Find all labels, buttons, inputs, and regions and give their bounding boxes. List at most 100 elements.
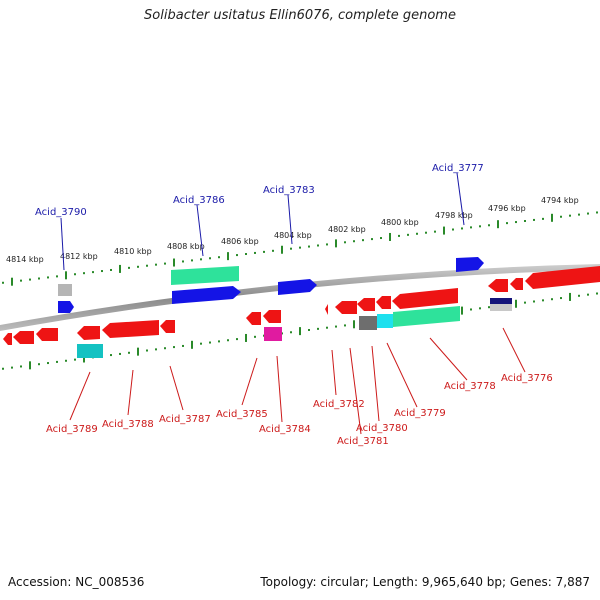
ruler-minor-tick: [308, 245, 310, 248]
map-title: Solibacter usitatus Ellin6076, complete …: [144, 8, 456, 23]
ruler-major-tick: [83, 354, 85, 363]
gene-acid-3779-feature[interactable]: [393, 306, 460, 327]
ruler-minor-tick: [272, 249, 274, 252]
gene-label-acid-3789[interactable]: Acid_3789: [46, 424, 98, 435]
ruler-major-tick: [389, 232, 391, 241]
ruler-minor-tick: [146, 264, 148, 267]
gene-acid-3776[interactable]: [525, 266, 600, 289]
gene-acid-3781[interactable]: [357, 298, 375, 311]
ruler-minor-tick: [128, 351, 130, 354]
gene-label-acid-3779[interactable]: Acid_3779: [394, 408, 446, 419]
gene-acid-3783[interactable]: [278, 279, 317, 295]
ruler-minor-tick: [146, 349, 148, 352]
ruler-minor-tick: [452, 228, 454, 231]
gene-acid-3780[interactable]: [376, 296, 391, 309]
ruler-minor-tick: [20, 279, 22, 282]
reverse-genes: [3, 266, 600, 358]
gene-label-acid-3785[interactable]: Acid_3785: [216, 409, 268, 420]
ruler-major-tick: [119, 264, 121, 273]
accession-text: Accession: NC_008536: [8, 575, 145, 589]
ruler-minor-tick: [488, 306, 490, 309]
gene-acid-3778-b[interactable]: [510, 278, 523, 290]
gene-label-acid-3783[interactable]: Acid_3783: [263, 185, 315, 196]
gene-acid-3786-feature[interactable]: [171, 266, 239, 285]
gene-acid-3784-feature[interactable]: [264, 327, 282, 341]
ruler-minor-tick: [254, 251, 256, 254]
gene-acid-3779[interactable]: [392, 288, 458, 309]
ruler-minor-tick: [470, 226, 472, 229]
ruler-minor-tick: [380, 237, 382, 240]
ruler-major-tick: [245, 333, 247, 342]
gene-label-acid-3778[interactable]: Acid_3778: [444, 381, 496, 392]
ruler-top: [2, 211, 598, 286]
ruler-minor-tick: [254, 335, 256, 338]
ruler-major-tick: [515, 299, 517, 308]
kbp-label: 4798 kbp: [435, 211, 473, 220]
gene-label-acid-3777[interactable]: Acid_3777: [432, 163, 484, 174]
gene-acid-3786[interactable]: [172, 286, 241, 304]
ruler-minor-tick: [344, 324, 346, 327]
gene-acid-3785[interactable]: [246, 312, 261, 325]
ruler-major-tick: [173, 258, 175, 267]
ruler-minor-tick: [344, 241, 346, 244]
ruler-minor-tick: [101, 270, 103, 273]
ruler-minor-tick: [362, 239, 364, 242]
ruler-minor-tick: [92, 271, 94, 274]
gene-label-acid-3781[interactable]: Acid_3781: [337, 436, 389, 447]
gene-acid-3778[interactable]: [488, 279, 508, 292]
gene-acid-3789-neighbor[interactable]: [3, 333, 12, 345]
gene-acid-3782-fragment[interactable]: [325, 304, 328, 315]
gene-acid-3782[interactable]: [335, 301, 357, 314]
ruler-minor-tick: [479, 225, 481, 228]
ruler-minor-tick: [137, 265, 139, 268]
ruler-major-tick: [497, 220, 499, 229]
ruler-minor-tick: [218, 256, 220, 259]
gene-label-acid-3782[interactable]: Acid_3782: [313, 399, 365, 410]
forward-leaders: [60, 172, 465, 271]
gene-acid-3776-feature-b[interactable]: [490, 304, 512, 311]
ruler-minor-tick: [479, 307, 481, 310]
gene-acid-3788[interactable]: [77, 326, 100, 340]
ruler-minor-tick: [371, 238, 373, 241]
gene-label-acid-3787[interactable]: Acid_3787: [159, 414, 211, 425]
gene-label-acid-3784[interactable]: Acid_3784: [259, 424, 311, 435]
ruler-minor-tick: [416, 232, 418, 235]
ruler-minor-tick: [200, 342, 202, 345]
ruler-minor-tick: [2, 281, 4, 284]
ruler-minor-tick: [110, 268, 112, 271]
forward-gene-labels: Acid_3790 Acid_3786 Acid_3783 Acid_3777: [35, 163, 484, 218]
ruler-minor-tick: [110, 354, 112, 357]
ruler-major-tick: [353, 320, 355, 329]
gene-acid-3777[interactable]: [456, 257, 484, 272]
ruler-minor-tick: [533, 300, 535, 303]
kbp-label: 4794 kbp: [541, 196, 579, 205]
gene-label-acid-3776[interactable]: Acid_3776: [501, 373, 553, 384]
ruler-minor-tick: [299, 246, 301, 249]
gene-acid-3781-feature[interactable]: [359, 316, 377, 330]
gene-acid-3776-feature[interactable]: [490, 298, 512, 304]
ruler-minor-tick: [2, 367, 4, 370]
ruler-minor-tick: [434, 230, 436, 233]
ruler-major-tick: [11, 277, 13, 286]
ruler-minor-tick: [38, 363, 40, 366]
gene-acid-3784[interactable]: [263, 310, 281, 323]
gene-acid-3789-b[interactable]: [36, 328, 58, 341]
ruler-minor-tick: [236, 254, 238, 257]
ruler-minor-tick: [155, 348, 157, 351]
ruler-minor-tick: [551, 298, 553, 301]
gene-label-acid-3788[interactable]: Acid_3788: [102, 419, 154, 430]
gene-acid-3790-feature[interactable]: [58, 284, 72, 296]
gene-acid-3788-b[interactable]: [102, 320, 159, 338]
ruler-minor-tick: [209, 341, 211, 344]
gene-acid-3787[interactable]: [160, 320, 175, 333]
gene-acid-3780-feature[interactable]: [377, 314, 393, 328]
gene-label-acid-3780[interactable]: Acid_3780: [356, 423, 408, 434]
gene-acid-3789-feature[interactable]: [77, 344, 103, 358]
gene-acid-3790[interactable]: [58, 301, 74, 313]
gene-acid-3789[interactable]: [13, 331, 34, 344]
ruler-minor-tick: [578, 213, 580, 216]
gene-label-acid-3786[interactable]: Acid_3786: [173, 195, 225, 206]
gene-label-acid-3790[interactable]: Acid_3790: [35, 207, 87, 218]
ruler-minor-tick: [218, 340, 220, 343]
